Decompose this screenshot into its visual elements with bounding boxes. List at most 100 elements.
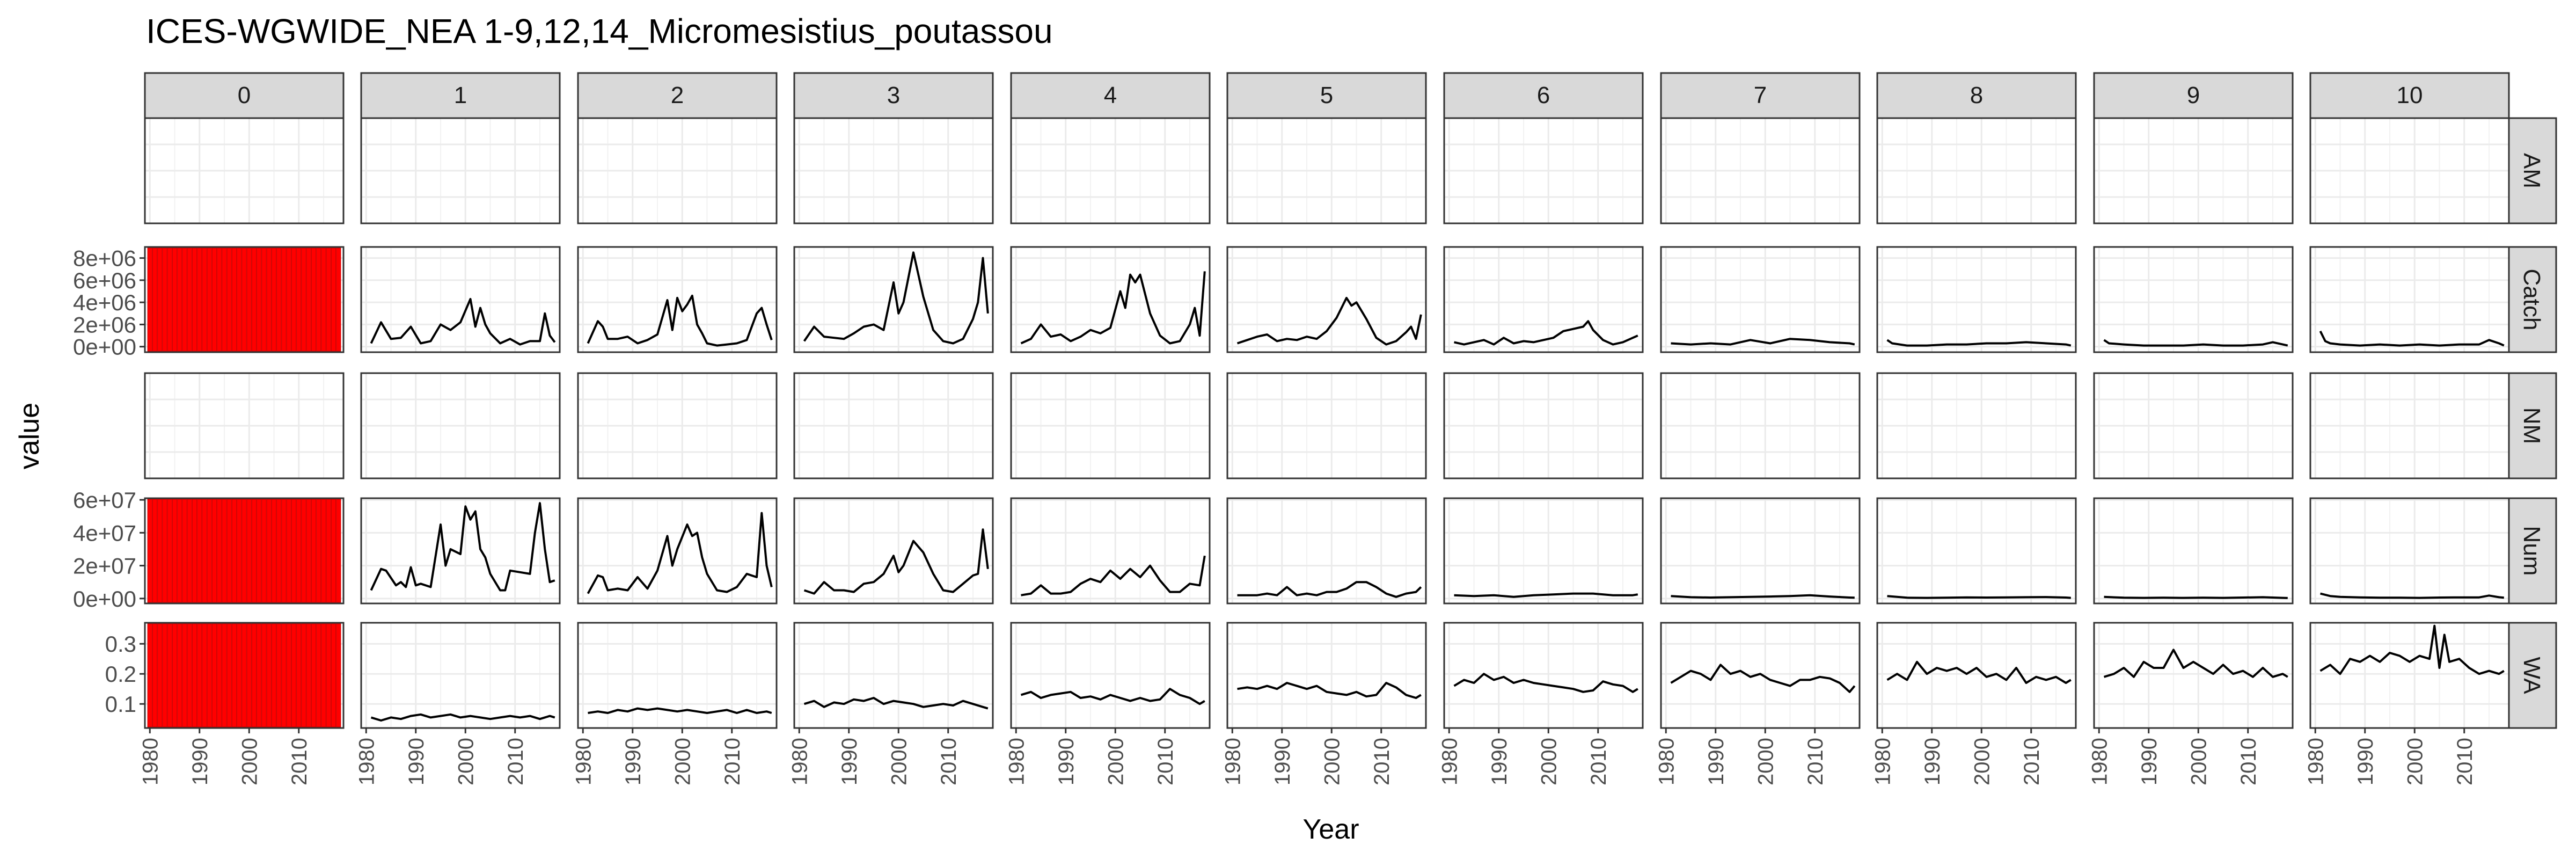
y-tick-label-Catch-2: 4e+06 [73,290,136,315]
red-bar-WA-1990 [197,623,202,727]
red-bar-WA-2017 [331,623,336,727]
panel-bg-WA-1 [361,623,560,728]
red-bar-Num-1981 [152,499,158,603]
panel-border-AM-8 [1876,117,2077,224]
x-tick-label-9-0: 1980 [2088,738,2111,785]
red-bar-Catch-1989 [192,247,197,352]
red-bar-Num-1984 [167,499,172,603]
panel-bg-Catch-1 [361,247,560,352]
series-line-WA-8 [1886,660,2072,684]
panel-border-NM-8 [1876,372,2077,479]
red-bar-Num-2004 [266,499,272,603]
red-bar-Num-2003 [261,499,267,603]
panel-border-WA-8 [1876,622,2077,729]
red-bar-WA-2005 [271,623,277,727]
series-line-WA-9 [2103,649,2288,678]
red-bar-Num-2012 [306,499,311,603]
x-tick-label-2-3: 2010 [721,738,744,785]
column-strip-1 [360,72,561,119]
red-bar-WA-1997 [231,623,237,727]
column-strip-10 [2309,72,2510,119]
x-tick-label-4-1: 1990 [1055,738,1078,785]
panel-bg-WA-7 [1661,623,1860,728]
red-bar-Catch-1984 [167,247,172,352]
column-strip-label-5: 5 [1320,82,1333,108]
column-strip-label-4: 4 [1104,82,1117,108]
red-bar-Catch-2012 [306,247,311,352]
red-bar-Catch-1988 [187,247,192,352]
panel-border-AM-7 [1660,117,1861,224]
y-tick-label-WA-1: 0.2 [105,661,136,687]
column-strip-7 [1660,72,1861,119]
red-bar-WA-2015 [321,623,326,727]
column-strip-2 [577,72,778,119]
series-line-Catch-10 [2319,330,2505,347]
red-bar-Num-1999 [241,499,247,603]
column-strip-label-10: 10 [2397,82,2423,108]
red-bar-Catch-2011 [301,247,306,352]
x-axis-title: Year [1302,814,1359,845]
series-line-Num-10 [2320,592,2504,599]
x-tick-label-6-0: 1980 [1438,738,1461,785]
panel-border-WA-5 [1226,622,1427,729]
panel-border-AM-5 [1226,117,1427,224]
column-strip-label-7: 7 [1754,82,1767,108]
y-tick-label-WA-2: 0.3 [105,631,136,657]
panel-border-WA-1 [360,622,561,729]
panel-bg-Catch-9 [2094,247,2293,352]
y-axis-title: value [14,403,45,469]
red-bar-Num-2017 [331,499,336,603]
red-bar-Num-1989 [192,499,197,603]
panel-border-AM-4 [1010,117,1211,224]
red-bar-Num-2014 [316,499,321,603]
series-line-WA-4 [1020,688,1205,705]
red-bar-WA-1989 [192,623,197,727]
red-bar-Num-2006 [276,499,282,603]
row-strip-Catch [2508,246,2557,353]
panel-border-WA-4 [1010,622,1211,729]
x-tick-label-0-1: 1990 [188,738,212,785]
x-tick-label-5-0: 1980 [1221,738,1245,785]
red-bar-Catch-2006 [276,247,282,352]
red-bar-WA-1987 [182,623,187,727]
row-strip-label-AM: AM [2519,153,2545,188]
panel-border-NM-4 [1010,372,1211,479]
x-tick-label-9-2: 2000 [2187,738,2211,785]
x-tick-label-8-2: 2000 [1970,738,1994,785]
red-bar-Num-1997 [231,499,237,603]
panel-border-WA-0 [144,622,345,729]
red-bar-Catch-2004 [266,247,272,352]
red-bar-Num-2013 [311,499,317,603]
panel-border-NM-2 [577,372,778,479]
red-bar-Num-1987 [182,499,187,603]
red-bar-Catch-2013 [311,247,317,352]
x-tick-label-0-0: 1980 [138,738,162,785]
y-tick-label-Num-1: 2e+07 [73,554,136,579]
x-tick-label-5-1: 1990 [1271,738,1294,785]
series-line-Catch-9 [2103,339,2288,347]
panel-bg-Num-10 [2310,498,2509,603]
red-bar-WA-1983 [162,623,167,727]
red-bar-Num-1986 [177,499,182,603]
panel-bg-Catch-8 [1877,247,2076,352]
red-bar-Num-1994 [217,499,222,603]
panel-border-Num-6 [1443,497,1644,605]
row-strip-label-Catch: Catch [2519,269,2545,331]
red-bar-WA-2006 [276,623,282,727]
red-bar-Num-1982 [157,499,163,603]
column-strip-label-9: 9 [2187,82,2200,108]
panel-border-Catch-8 [1876,246,2077,353]
red-bar-Num-2010 [296,499,302,603]
x-tick-label-10-1: 1990 [2354,738,2377,785]
red-bar-Num-1980 [147,499,152,603]
y-tick-label-WA-0: 0.1 [105,691,136,717]
red-bar-WA-1995 [222,623,227,727]
red-bar-Num-1998 [237,499,242,603]
x-tick-label-2-2: 2000 [671,738,694,785]
panel-border-NM-9 [2093,372,2294,479]
red-bar-Num-2005 [271,499,277,603]
red-bar-Catch-2005 [271,247,277,352]
series-line-WA-7 [1670,664,1856,693]
red-bar-WA-2003 [261,623,267,727]
